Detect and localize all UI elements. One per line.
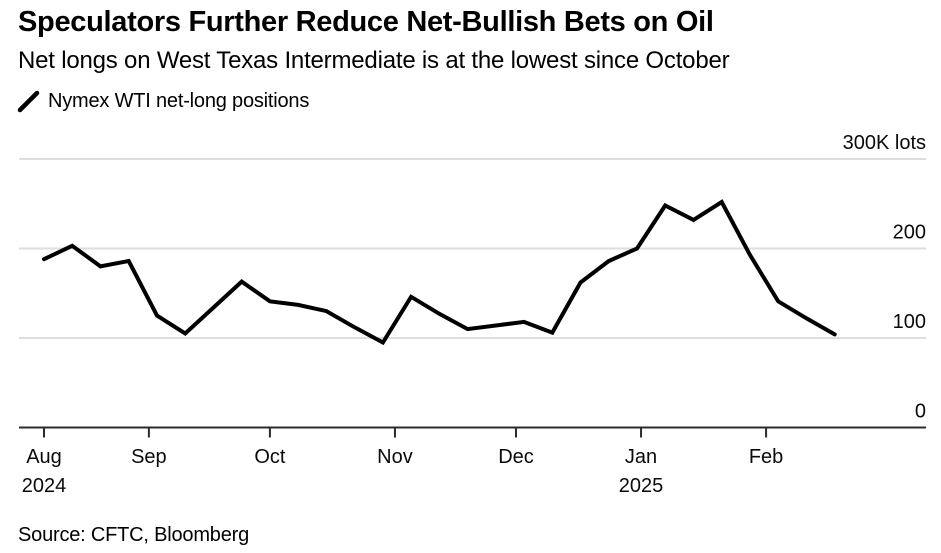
- year-label: 2025: [619, 475, 664, 497]
- diagonal-line-icon: [17, 90, 40, 113]
- chart-subtitle: Net longs on West Texas Intermediate is …: [18, 47, 730, 74]
- month-label: Sep: [131, 446, 167, 468]
- year-label: 2024: [22, 475, 67, 497]
- legend-label: Nymex WTI net-long positions: [48, 89, 310, 112]
- month-label: Oct: [254, 446, 286, 468]
- month-label: Nov: [377, 446, 413, 468]
- y-axis-label: 100: [893, 311, 926, 333]
- month-label: Dec: [498, 446, 534, 468]
- month-label: Jan: [625, 446, 657, 468]
- legend: Nymex WTI net-long positions: [17, 89, 309, 113]
- data-line: [42, 199, 837, 346]
- month-label: Aug: [26, 446, 62, 468]
- month-label: Feb: [749, 446, 783, 468]
- chart-title: Speculators Further Reduce Net-Bullish B…: [18, 6, 714, 38]
- source-note: Source: CFTC, Bloomberg: [18, 524, 250, 546]
- y-axis-label: 200: [893, 222, 926, 244]
- y-axis-label: 0: [915, 401, 926, 423]
- y-axis-label: 300K lots: [843, 132, 926, 154]
